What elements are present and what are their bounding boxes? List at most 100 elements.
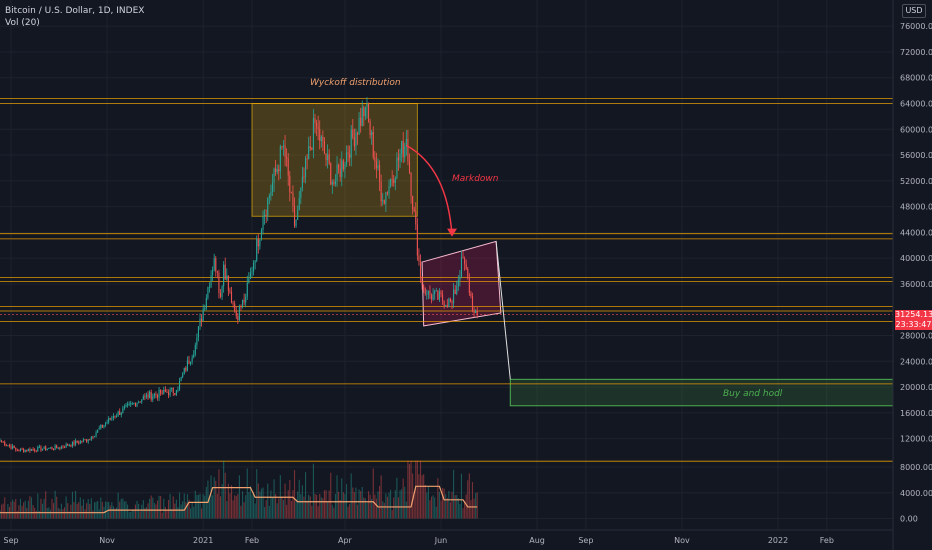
candle-body xyxy=(437,290,439,300)
candle-body xyxy=(303,176,305,178)
candle-body xyxy=(330,163,332,185)
volume-bar xyxy=(210,475,212,519)
volume-bar xyxy=(304,472,307,519)
candle-body xyxy=(60,446,62,449)
markdown-annotation[interactable]: Markdown xyxy=(452,174,499,184)
candle-body xyxy=(364,106,366,117)
candle-body xyxy=(38,446,40,448)
volume-bar xyxy=(145,506,148,519)
candle-body xyxy=(442,294,444,302)
candle-body xyxy=(338,164,340,169)
candle-body xyxy=(46,448,48,450)
volume-bar xyxy=(15,498,17,519)
volume-bar xyxy=(438,491,440,519)
volume-bar xyxy=(68,511,70,519)
volume-bar xyxy=(282,499,285,519)
candle-body xyxy=(391,179,393,181)
candle-body xyxy=(10,445,12,449)
candle-body xyxy=(295,219,297,226)
volume-bar xyxy=(5,511,7,519)
candle-body xyxy=(122,408,124,413)
candle-body xyxy=(316,122,318,127)
candle-body xyxy=(264,215,266,217)
volume-bar xyxy=(334,493,337,519)
candle-body xyxy=(367,103,370,121)
symbol-title[interactable]: Bitcoin / U.S. Dollar, 1D, INDEX xyxy=(5,6,145,16)
candle-body xyxy=(76,440,78,443)
candle-body xyxy=(4,442,6,446)
candle-body xyxy=(424,288,426,294)
volume-bar xyxy=(445,494,447,519)
volume-indicator-label[interactable]: Vol (20) xyxy=(5,18,40,28)
candle-body xyxy=(230,291,233,303)
candle-body xyxy=(308,146,310,160)
volume-bar xyxy=(120,498,122,519)
buy-hodl-zone xyxy=(509,378,894,407)
candle-body xyxy=(114,416,116,418)
volume-moving-average xyxy=(0,485,478,514)
x-tick-label: Aug xyxy=(529,536,545,545)
volume-bar xyxy=(226,501,228,519)
volume-bar xyxy=(95,501,97,519)
volume-bar xyxy=(62,509,64,519)
candle-body xyxy=(97,429,99,433)
price-axis[interactable]: 76000.00 72000.00 68000.00 64000.00 60000.00… xyxy=(892,0,932,550)
volume-bar xyxy=(215,480,217,519)
volume-bar xyxy=(339,500,341,519)
volume-bar xyxy=(278,498,280,519)
volume-bar xyxy=(249,485,251,519)
candle-body xyxy=(202,309,204,322)
volume-bar xyxy=(86,503,88,519)
volume-bar xyxy=(331,504,333,519)
candle-body xyxy=(421,277,423,286)
volume-bar xyxy=(341,478,343,519)
volume-bar xyxy=(297,491,299,519)
volume-bar xyxy=(257,483,259,519)
candle-body xyxy=(224,264,226,280)
candle-body xyxy=(166,391,168,393)
currency-badge[interactable]: USD xyxy=(902,4,926,18)
volume-bar xyxy=(290,500,292,519)
volume-bar xyxy=(175,499,177,519)
candle-body xyxy=(175,390,177,395)
volume-bar xyxy=(197,494,199,519)
wyckoff-annotation[interactable]: Wyckoff distribution xyxy=(310,78,401,88)
buy-hodl-annotation[interactable]: Buy and hodl xyxy=(723,389,783,399)
volume-bar xyxy=(227,483,229,519)
candle-body xyxy=(401,140,403,154)
volume-bar xyxy=(37,493,39,519)
volume-bar xyxy=(188,499,190,519)
volume-bar xyxy=(207,480,209,519)
candle-body xyxy=(75,440,77,445)
candle-body xyxy=(382,200,384,202)
candle-body xyxy=(289,175,291,193)
volume-bar xyxy=(292,490,294,519)
volume-bar xyxy=(284,483,286,519)
candle-body xyxy=(293,206,296,226)
y-tick-label: 28000.00 xyxy=(900,332,932,341)
volume-bar xyxy=(393,497,395,519)
candle-body xyxy=(405,138,407,146)
y-tick-label: 24000.00 xyxy=(900,357,932,366)
candle-body xyxy=(419,261,422,278)
candle-body xyxy=(349,154,351,158)
y-tick-label: 48000.00 xyxy=(900,203,932,212)
volume-bar xyxy=(427,486,429,519)
candle-body xyxy=(410,172,412,196)
candle-body xyxy=(334,180,337,185)
candle-body xyxy=(26,449,28,451)
volume-bar xyxy=(90,498,92,519)
volume-bar xyxy=(264,507,266,519)
y-tick-label: 40000.00 xyxy=(900,254,932,263)
volume-bar xyxy=(457,498,459,519)
candle-body xyxy=(331,182,333,185)
candle-body xyxy=(103,425,105,428)
time-axis[interactable]: Sep Nov 2021 Feb Apr Jun Aug Sep Nov 2022 Feb xyxy=(0,529,893,545)
candle-body xyxy=(125,404,127,407)
volume-bar xyxy=(10,501,12,519)
volume-bar xyxy=(134,504,136,519)
candle-body xyxy=(71,441,73,447)
volume-bar xyxy=(12,499,14,519)
volume-bar xyxy=(382,501,384,519)
